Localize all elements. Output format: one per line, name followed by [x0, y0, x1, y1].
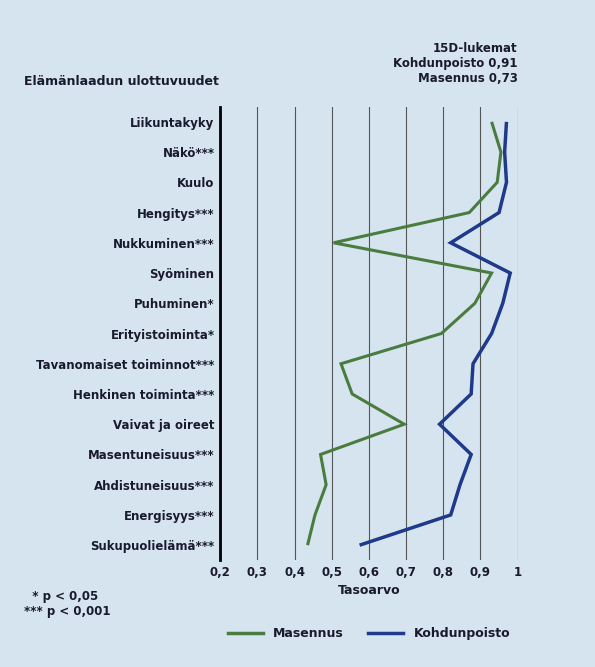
- X-axis label: Tasoarvo: Tasoarvo: [337, 584, 400, 598]
- Text: Elämänlaadun ulottuvuudet: Elämänlaadun ulottuvuudet: [24, 75, 219, 88]
- Text: 15D-lukemat
Kohdunpoisto 0,91
Masennus 0,73: 15D-lukemat Kohdunpoisto 0,91 Masennus 0…: [393, 43, 518, 85]
- Legend: Masennus, Kohdunpoisto: Masennus, Kohdunpoisto: [228, 627, 510, 640]
- Text: * p < 0,05
*** p < 0,001: * p < 0,05 *** p < 0,001: [24, 590, 110, 618]
